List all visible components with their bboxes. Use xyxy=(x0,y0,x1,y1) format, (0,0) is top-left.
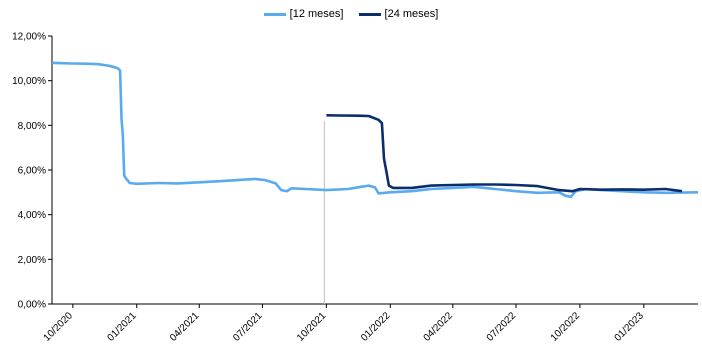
series-line-24-meses xyxy=(326,114,683,193)
y-tick-label: 2,00% xyxy=(18,255,46,266)
legend-label-24-meses: [24 meses] xyxy=(384,8,439,20)
legend-item-12-meses: [12 meses] xyxy=(263,8,344,20)
chart-legend: [12 meses] [24 meses] xyxy=(0,8,702,20)
y-tick-label: 8,00% xyxy=(18,121,46,132)
y-tick-label: 0,00% xyxy=(18,300,46,311)
x-tick-label: 07/2022 xyxy=(485,310,519,344)
legend-swatch-12-meses xyxy=(263,12,286,16)
y-tick-label: 6,00% xyxy=(18,166,46,177)
y-tick-label: 4,00% xyxy=(18,210,46,221)
x-tick-label: 07/2021 xyxy=(231,310,265,344)
legend-swatch-24-meses xyxy=(358,12,381,16)
x-tick-label: 10/2022 xyxy=(549,310,583,344)
legend-item-24-meses: [24 meses] xyxy=(358,8,439,20)
x-tick-label: 10/2021 xyxy=(295,310,329,344)
x-tick-label: 04/2022 xyxy=(422,310,456,344)
series-line-12-meses xyxy=(51,61,699,199)
y-tick-label: 10,00% xyxy=(12,76,46,87)
x-tick-label: 01/2023 xyxy=(613,310,647,344)
x-tick-label: 01/2022 xyxy=(359,310,393,344)
x-tick-label: 10/2020 xyxy=(42,310,76,344)
x-tick-label: 04/2021 xyxy=(168,310,202,344)
legend-label-12-meses: [12 meses] xyxy=(289,8,344,20)
x-tick-label: 01/2021 xyxy=(106,310,140,344)
y-tick-label: 12,00% xyxy=(12,32,46,43)
